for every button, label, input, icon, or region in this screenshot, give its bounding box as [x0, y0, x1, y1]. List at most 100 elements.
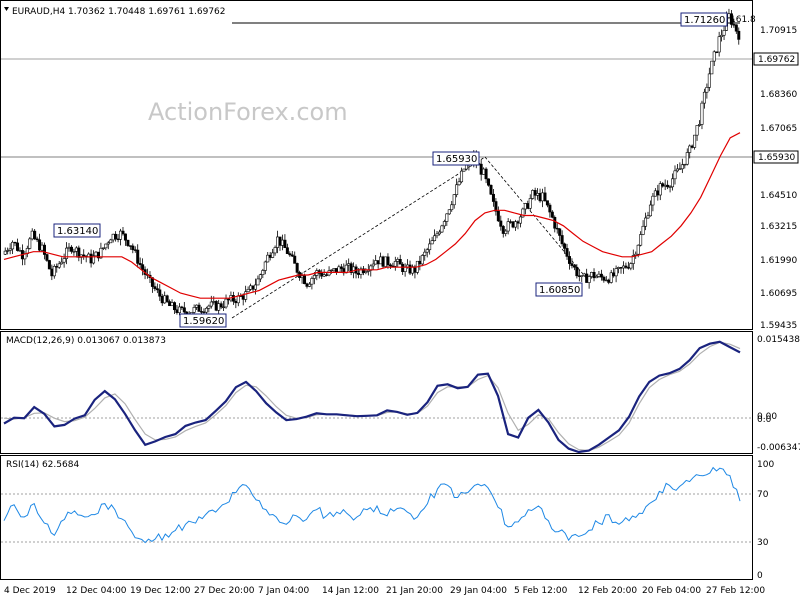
candle-body	[217, 303, 221, 311]
candle-body	[504, 230, 508, 234]
candle-body	[671, 178, 675, 188]
candle-body	[170, 302, 174, 307]
price-tick: 1.64510	[760, 191, 797, 201]
candle-body	[693, 134, 697, 148]
candle-body	[594, 276, 598, 279]
candle-body	[683, 163, 687, 166]
candle-body	[455, 184, 459, 195]
macd-panel-frame	[0, 331, 753, 454]
price-tick: 1.61990	[760, 256, 797, 266]
candle-body	[192, 307, 196, 313]
candle-body	[641, 225, 645, 235]
candle-body	[300, 275, 304, 278]
candle-body	[33, 230, 37, 240]
candle-body	[695, 125, 699, 136]
candle-body	[570, 263, 574, 266]
candle-body	[288, 253, 292, 256]
candle-body	[50, 268, 54, 277]
watermark: ActionForex.com	[148, 98, 348, 126]
annotation-1-65930: 1.65930	[432, 151, 480, 166]
candle-body	[506, 221, 510, 232]
candle-body	[720, 34, 724, 38]
candle-body	[320, 273, 324, 277]
candle-body	[266, 254, 270, 263]
candle-body	[722, 30, 726, 36]
candle-body	[705, 87, 709, 93]
time-tick: 20 Feb 04:00	[642, 586, 701, 596]
candle-body	[55, 266, 59, 268]
candle-body	[479, 163, 483, 175]
time-tick: 5 Feb 12:00	[514, 586, 568, 596]
rsi-tick: 30	[757, 538, 769, 548]
candle-body	[38, 239, 42, 251]
candle-body	[271, 252, 275, 258]
rsi-tick: 70	[757, 490, 769, 500]
svg-text:1.65930: 1.65930	[758, 153, 795, 163]
candle-body	[72, 251, 76, 253]
candle-body	[393, 261, 397, 267]
candle-body	[28, 238, 32, 249]
svg-text:1.60850: 1.60850	[539, 285, 580, 296]
candle-body	[533, 190, 537, 196]
candle-body	[197, 304, 201, 312]
candle-body	[418, 260, 422, 265]
candle-body	[545, 200, 549, 206]
time-axis: 4 Dec 2019 12 Dec 04:00 19 Dec 12:00 27 …	[4, 586, 765, 596]
candle-body	[202, 311, 206, 313]
candle-body	[587, 276, 591, 283]
candle-body	[101, 247, 105, 249]
candle-body	[99, 247, 103, 259]
candle-body	[126, 239, 130, 246]
candle-body	[111, 233, 115, 241]
candle-body	[462, 168, 466, 172]
candle-body	[241, 295, 245, 300]
candle-body	[516, 221, 520, 224]
candle-body	[420, 255, 424, 265]
candle-body	[560, 235, 564, 245]
candle-body	[74, 247, 78, 252]
candle-body	[65, 247, 69, 259]
candle-body	[60, 261, 64, 265]
candle-body	[675, 168, 679, 172]
price-tick: 1.70915	[760, 26, 797, 36]
price-tick: 1.67065	[760, 124, 797, 134]
candle-body	[141, 264, 145, 270]
candle-body	[195, 304, 199, 308]
candle-body	[276, 236, 280, 248]
candle-body	[249, 285, 253, 290]
candle-body	[109, 239, 113, 244]
candle-body	[89, 253, 93, 264]
candle-body	[332, 268, 336, 271]
candle-body	[253, 284, 257, 290]
candle-body	[339, 266, 343, 269]
candle-body	[357, 272, 361, 275]
rsi-axis: 100 70 30 0	[757, 460, 774, 581]
main-header: EURAUD,H4 1.70362 1.70448 1.69761 1.6976…	[4, 7, 226, 17]
candle-body	[636, 244, 640, 255]
macd-header: MACD(12,26,9) 0.013067 0.013873	[6, 336, 166, 346]
svg-text:1.63140: 1.63140	[57, 226, 98, 237]
candle-body	[447, 209, 451, 215]
candle-body	[514, 221, 518, 228]
time-tick: 7 Jan 04:00	[258, 586, 310, 596]
candle-body	[13, 241, 17, 244]
candle-body	[273, 247, 277, 254]
candle-body	[366, 270, 370, 272]
candle-body	[347, 263, 351, 266]
candle-body	[737, 30, 741, 40]
candle-body	[437, 231, 441, 235]
candle-body	[678, 168, 682, 170]
candle-body	[3, 250, 7, 255]
candle-body	[702, 91, 706, 104]
candle-body	[653, 190, 657, 197]
candle-body	[35, 238, 39, 241]
candle-body	[639, 234, 643, 246]
rsi-panel-frame	[0, 455, 753, 580]
candle-body	[62, 258, 66, 263]
time-tick: 27 Dec 20:00	[194, 586, 255, 596]
candle-body	[604, 279, 608, 282]
candle-body	[612, 272, 616, 277]
rsi-header: RSI(14) 62.5684	[6, 460, 79, 470]
moving-average-line	[3, 132, 741, 299]
candle-body	[57, 263, 61, 268]
